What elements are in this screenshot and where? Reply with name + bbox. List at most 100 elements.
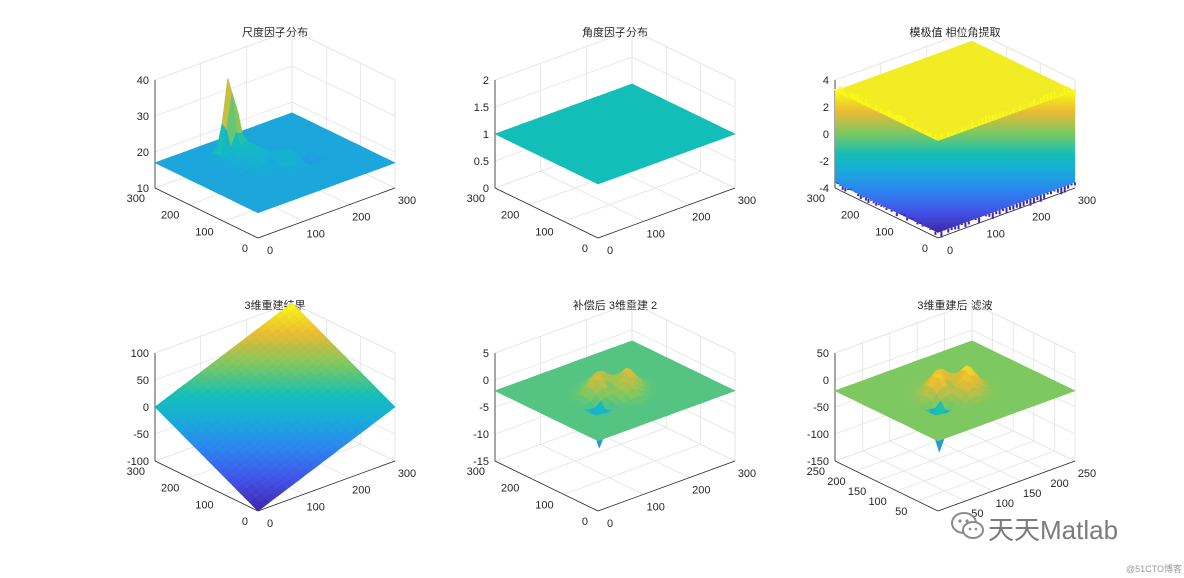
y-tick-label: 200 [161, 483, 179, 495]
tick-labels: -100 -50 0 50 100 0 100 200 300 0 100 200 300 [127, 348, 417, 530]
subplot-1: 尺度因子分布 10 20 30 40 0 100 200 300 0 100 200 300 [127, 25, 417, 257]
z-tick-label: -50 [133, 429, 149, 441]
z-tick-label: 50 [817, 348, 829, 360]
y-tick-label: 200 [841, 210, 859, 222]
z-tick-label: 100 [131, 348, 149, 360]
surface [494, 83, 736, 185]
tick-labels: -150-100-5005050100150200250501001502002… [807, 348, 1097, 520]
z-tick-label: 1 [483, 129, 489, 141]
x-tick-label: 300 [1078, 195, 1096, 207]
z-tick-label: -5 [479, 402, 489, 414]
x-tick-label: 0 [947, 245, 953, 257]
subplot-3: 模极值 相位角提取 -4 -2 0 2 4 0 100 200 300 0 100 200 300 [807, 25, 1097, 257]
block-side [938, 90, 1075, 233]
z-tick-label: 4 [823, 75, 829, 87]
z-tick-label: 10 [137, 183, 149, 195]
y-tick-label: 250 [807, 466, 825, 478]
z-tick-label: 0 [483, 375, 489, 387]
y-tick-label: 100 [535, 499, 553, 511]
x-tick-label: 100 [996, 498, 1014, 510]
z-tick-label: -100 [807, 429, 829, 441]
y-tick-label: 100 [195, 226, 213, 238]
tick-labels: 10 20 30 40 0 100 200 300 0 100 200 300 [127, 75, 417, 257]
surface-patch [932, 436, 945, 442]
x-tick-label: 100 [646, 228, 664, 240]
z-tick-label: 20 [137, 147, 149, 159]
y-tick-label: 50 [895, 506, 907, 518]
y-tick-label: 300 [127, 193, 145, 205]
watermark-source: @51CTO博客 [1126, 564, 1182, 574]
y-tick-label: 100 [868, 496, 886, 508]
z-tick-label: -150 [807, 456, 829, 468]
surface-patch [592, 436, 605, 442]
tick-labels: -4 -2 0 2 4 0 100 200 300 0 100 200 300 [807, 75, 1097, 257]
y-tick-label: 0 [582, 243, 588, 255]
x-tick-label: 150 [1023, 488, 1041, 500]
surface [154, 78, 396, 214]
surface [154, 302, 396, 512]
x-tick-label: 200 [352, 212, 370, 224]
z-tick-label: 50 [137, 375, 149, 387]
subplot-title: 模极值 相位角提取 [909, 25, 1000, 39]
z-tick-label: 2 [823, 102, 829, 114]
x-tick-label: 300 [738, 468, 756, 480]
y-tick-label: 0 [242, 243, 248, 255]
surface-patch [253, 501, 265, 512]
surface-patch [592, 179, 605, 185]
z-tick-label: 1.5 [474, 102, 489, 114]
surface [834, 40, 1076, 238]
subplot-title: 补偿后 3维重建 2 [573, 298, 657, 312]
y-tick-label: 200 [827, 476, 845, 488]
x-tick-label: 200 [352, 485, 370, 497]
y-tick-label: 200 [161, 210, 179, 222]
x-tick-label: 0 [267, 518, 273, 530]
x-tick-label: 300 [398, 468, 416, 480]
x-tick-label: 0 [267, 245, 273, 257]
x-tick-label: 100 [306, 228, 324, 240]
subplot-title: 尺度因子分布 [242, 25, 308, 39]
x-tick-label: 200 [1050, 478, 1068, 490]
watermark-text: 天天Matlab [988, 515, 1119, 545]
y-tick-label: 100 [535, 226, 553, 238]
surface [494, 340, 736, 449]
x-tick-label: 200 [1032, 212, 1050, 224]
subplot-6: 3维重建后 滤波-150-100-50050501001502002505010… [807, 298, 1097, 520]
x-tick-label: 100 [306, 501, 324, 513]
x-tick-label: 300 [738, 195, 756, 207]
x-tick-label: 100 [646, 501, 664, 513]
axes [834, 353, 1076, 512]
y-tick-label: 200 [501, 210, 519, 222]
y-tick-label: 300 [467, 193, 485, 205]
y-tick-label: 300 [807, 193, 825, 205]
y-tick-label: 150 [848, 486, 866, 498]
y-tick-label: 200 [501, 483, 519, 495]
z-tick-label: 0 [143, 402, 149, 414]
z-tick-label: 0 [823, 129, 829, 141]
x-tick-label: 0 [607, 518, 613, 530]
z-tick-label: 0.5 [474, 156, 489, 168]
subplot-title: 3维重建后 滤波 [917, 298, 992, 312]
y-tick-label: 100 [195, 499, 213, 511]
z-tick-label: -50 [813, 402, 829, 414]
subplot-grid: 尺度因子分布1020304001002003000100200300角度因子分布… [127, 25, 1097, 530]
subplot-title: 角度因子分布 [582, 25, 648, 39]
z-tick-label: -4 [819, 183, 829, 195]
axes [494, 353, 736, 512]
y-tick-label: 100 [875, 226, 893, 238]
y-tick-label: 0 [922, 243, 928, 255]
x-tick-label: 250 [1078, 468, 1096, 480]
z-tick-label: 40 [137, 75, 149, 87]
surface [834, 340, 1076, 453]
surface-patch [252, 208, 265, 214]
z-tick-label: -15 [473, 456, 489, 468]
x-tick-label: 300 [398, 195, 416, 207]
z-tick-label: -100 [127, 456, 149, 468]
y-tick-label: 0 [582, 516, 588, 528]
z-tick-label: -10 [473, 429, 489, 441]
x-tick-label: 200 [692, 212, 710, 224]
block-side [835, 90, 938, 233]
x-tick-label: 0 [607, 245, 613, 257]
